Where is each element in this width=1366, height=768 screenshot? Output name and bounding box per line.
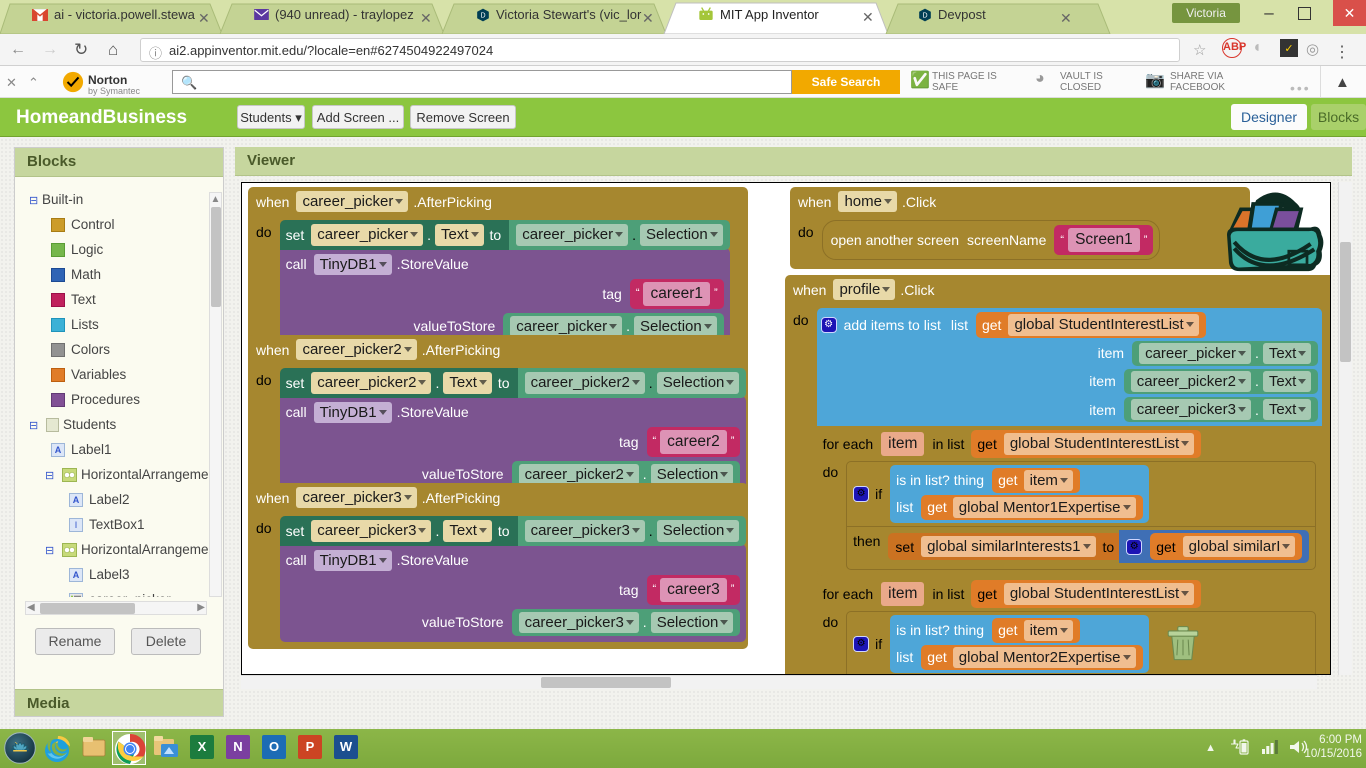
svg-text:D: D [480, 12, 485, 19]
svg-text:D: D [922, 12, 927, 19]
